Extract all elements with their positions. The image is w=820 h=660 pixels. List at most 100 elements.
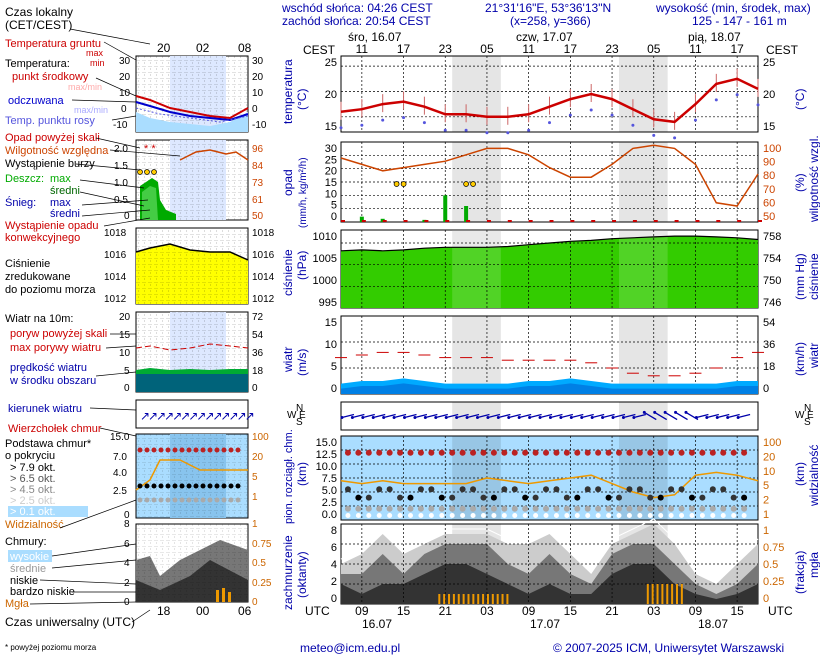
wind-arrow — [414, 413, 428, 419]
axis-tick: 0 — [252, 104, 258, 115]
wind-arrow — [706, 413, 719, 419]
axis-tick: 73 — [252, 178, 264, 189]
axis-tick: 1 — [252, 492, 258, 503]
wind-arrow-head — [538, 416, 542, 419]
pressure-night-tint — [619, 230, 668, 308]
cloud-base-dot — [574, 513, 580, 519]
fog-unit: mgła — [807, 552, 820, 578]
temp-line — [340, 77, 759, 124]
cloud-base-dot — [657, 494, 664, 501]
cloud-top-dot — [470, 449, 477, 456]
cloud-top-dot — [595, 449, 602, 456]
fog-bar — [443, 594, 446, 604]
cloud-base-dot — [344, 486, 351, 493]
wind-arrow — [487, 413, 501, 419]
wind-arrow — [602, 413, 615, 419]
fog-bar — [651, 584, 654, 604]
mini-cloud-dot — [151, 447, 157, 453]
legend-local-time: Czas lokalny — [5, 5, 73, 19]
dew-point-dot — [548, 121, 551, 125]
wind-arrow-head — [715, 416, 719, 419]
cloud-top-dot — [553, 449, 560, 456]
cloud-base-dot — [658, 513, 664, 519]
date-bottom: 16.07 — [362, 617, 392, 631]
cloud-base-dot — [417, 486, 424, 493]
vis-unit: (km) — [793, 462, 807, 486]
hour-label-top: 05 — [480, 42, 494, 56]
legend-precip-event: Wystąpienie opadu — [5, 220, 98, 232]
axis-tick: 15.0 — [316, 437, 337, 449]
elevation-title: wysokość (min, środek, max) — [655, 1, 811, 15]
axis-tick: 70 — [763, 184, 775, 196]
compass-e-right: E — [807, 410, 814, 421]
axis-tick: 2.5 — [322, 497, 337, 509]
fog-bar — [506, 594, 509, 604]
wind-arrow — [591, 413, 605, 419]
legend-soil-min: min — [90, 58, 105, 68]
hour-label-top: 23 — [605, 42, 619, 56]
mini-cloud-dot — [193, 447, 199, 453]
cloud-base-dot — [636, 486, 643, 493]
fog-bar — [477, 594, 480, 604]
wind-dir-panel — [340, 401, 759, 431]
cloud-top-dot — [636, 449, 643, 456]
email-text[interactable]: meteo@icm.edu.pl — [300, 641, 400, 655]
axis-tick: 50 — [252, 211, 264, 222]
mini-cloud-dot — [186, 483, 192, 489]
axis-tick: 6 — [331, 542, 337, 554]
wind-arrow — [675, 411, 688, 421]
wind-arrow-head — [580, 416, 584, 419]
mini-cloud-dot — [144, 447, 150, 453]
legend-snow-max: max — [50, 197, 71, 209]
cloud-base-dot — [470, 505, 477, 512]
email-link[interactable]: meteo@icm.edu.pl — [300, 641, 400, 655]
wind-arrow-head — [590, 416, 594, 419]
cloud-base-dot — [397, 494, 404, 501]
cloud-base-dot — [491, 513, 497, 519]
mini-cloud-dot — [172, 447, 178, 453]
cloud-base-dot — [439, 513, 445, 519]
cloud-base-dot — [355, 505, 362, 512]
cloud-base-dot — [647, 494, 654, 501]
wind-arrow-head — [455, 416, 459, 419]
panel-titles: temperatura (°C) (°C) opad (mm/h, kg/m²/… — [281, 59, 820, 610]
cloud-base-dot — [511, 486, 518, 493]
fog-bar — [448, 594, 451, 604]
wind-dir-panel-frame — [340, 401, 759, 431]
axis-tick: 995 — [319, 297, 337, 309]
wind-arrow — [643, 411, 657, 421]
night-band — [452, 142, 501, 222]
cloud-base-dot — [720, 513, 726, 519]
mini-cloud-dot — [137, 447, 143, 453]
axis-tick: -10 — [113, 120, 128, 131]
wind-arrow-head — [611, 416, 615, 419]
cloud-base-dot — [376, 513, 382, 519]
wind-arrow-head — [444, 416, 448, 419]
axis-tick: 0 — [331, 383, 337, 395]
mini-cloud-dot — [158, 497, 164, 503]
dew-point-dot — [339, 126, 343, 130]
cloud-top-dot — [428, 449, 435, 456]
hour-label-top: 23 — [439, 42, 453, 56]
mini-cloud-dot — [228, 483, 234, 489]
cloud-base-dot — [741, 505, 748, 512]
legend-utc: Czas uniwersalny (UTC) — [5, 615, 135, 629]
axis-tick: 0 — [763, 383, 769, 395]
axis-tick: 50 — [763, 211, 775, 223]
fog-bar — [656, 584, 659, 604]
dew-point-dot — [568, 113, 572, 117]
cloud-base-dot — [741, 494, 748, 501]
cloud-base-dot — [689, 513, 695, 519]
mini-cloud-dot — [200, 447, 206, 453]
cloud-top-dot — [688, 449, 695, 456]
axis-tick: 2.5 — [113, 486, 127, 497]
cloud-base-dot — [668, 486, 675, 493]
legend-clouds-vlow: bardzo niskie — [10, 586, 75, 598]
cloud-top-dot — [397, 449, 404, 456]
dew-point-dot — [360, 123, 364, 127]
mini-cloud-dot — [214, 483, 220, 489]
axis-tick: 0.75 — [763, 542, 784, 554]
wind-arrow — [352, 413, 365, 419]
dew-point-dot — [631, 123, 635, 127]
cloud-base-dot — [699, 494, 706, 501]
